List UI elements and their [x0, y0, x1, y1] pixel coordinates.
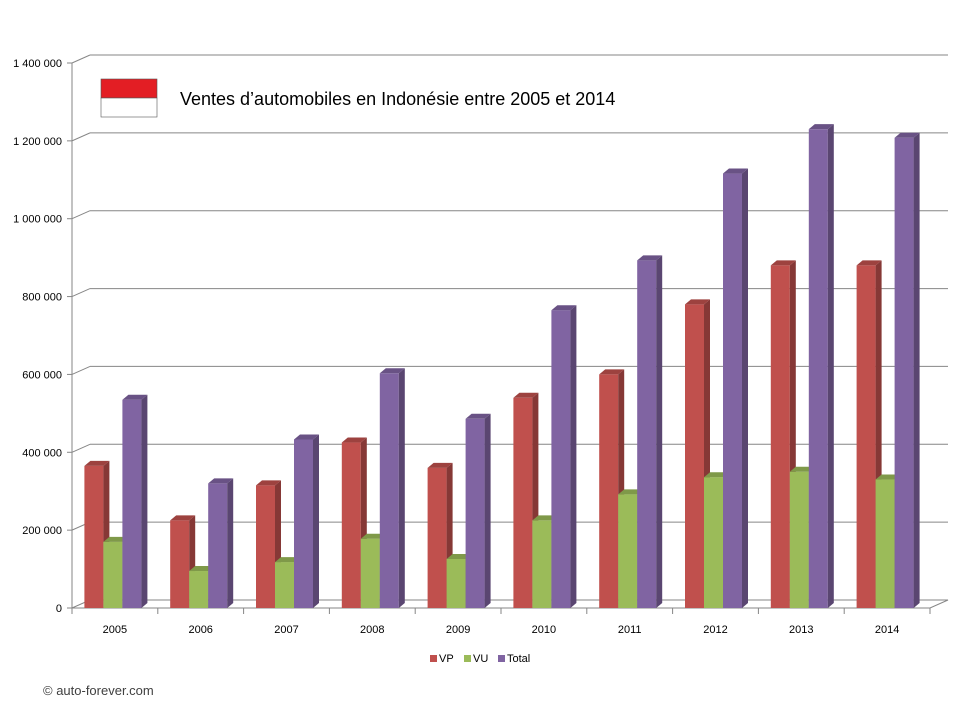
y-tick-label: 600 000 — [22, 369, 62, 381]
bar-total-2005 — [122, 394, 148, 608]
category-label-2010: 2010 — [532, 624, 556, 636]
y-tick-label: 1 200 000 — [13, 136, 62, 148]
bar-total-2008 — [379, 368, 405, 608]
bar-total-2010 — [551, 305, 577, 608]
legend-item-vp: VP — [430, 653, 454, 665]
legend-item-total: Total — [498, 653, 530, 665]
category-label-2013: 2013 — [789, 624, 813, 636]
category-label-2014: 2014 — [875, 624, 899, 636]
y-tick-label: 0 — [56, 603, 62, 615]
bar-vp-2011 — [599, 369, 625, 608]
chart-title: Ventes d’automobiles en Indonésie entre … — [180, 89, 615, 109]
category-label-2009: 2009 — [446, 624, 470, 636]
category-label-2006: 2006 — [188, 624, 212, 636]
bars — [84, 124, 920, 609]
credit-text: © auto-forever.com — [43, 683, 154, 698]
legend-item-vu: VU — [464, 653, 488, 665]
y-tick-label: 1 000 000 — [13, 214, 62, 226]
bar-total-2014 — [894, 132, 920, 608]
bar-vp-2007 — [256, 480, 281, 608]
bar-total-2013 — [808, 124, 834, 608]
y-tick-label: 1 400 000 — [13, 58, 62, 70]
category-labels: 2005 2006 2007 2008 2009 2010 2011 2012 2013 2014 — [103, 624, 900, 636]
category-label-2011: 2011 — [618, 624, 642, 636]
category-label-2008: 2008 — [360, 624, 384, 636]
gridline-diagonal — [71, 54, 91, 64]
bar-total-2012 — [723, 168, 748, 609]
y-tick-labels: 0 200 000 400 000 600 000 800 000 1 000 000 1 … — [13, 58, 62, 615]
y-tick-label: 400 000 — [22, 447, 62, 459]
legend: VP VU Total — [430, 653, 530, 665]
y-tick-label: 200 000 — [22, 525, 62, 537]
gridline-diagonal — [71, 132, 91, 142]
flag-indonesia-icon — [100, 78, 158, 118]
category-label-2012: 2012 — [703, 624, 727, 636]
gridline-diagonal — [71, 210, 91, 220]
legend-label: VP — [439, 653, 454, 665]
bar-total-2009 — [465, 413, 491, 608]
bar-total-2011 — [637, 255, 663, 608]
category-label-2007: 2007 — [274, 624, 298, 636]
legend-swatch — [498, 655, 505, 662]
gridline-diagonal — [71, 443, 91, 453]
bar-total-2007 — [294, 434, 319, 608]
category-label-2005: 2005 — [103, 624, 127, 636]
legend-label: Total — [507, 653, 530, 665]
legend-swatch — [464, 655, 471, 662]
gridline-diagonal — [71, 365, 91, 375]
legend-label: VU — [473, 653, 488, 665]
y-tick-label: 800 000 — [22, 292, 62, 304]
bar-total-2006 — [208, 478, 234, 608]
gridline-diagonal — [71, 288, 91, 298]
legend-swatch — [430, 655, 437, 662]
